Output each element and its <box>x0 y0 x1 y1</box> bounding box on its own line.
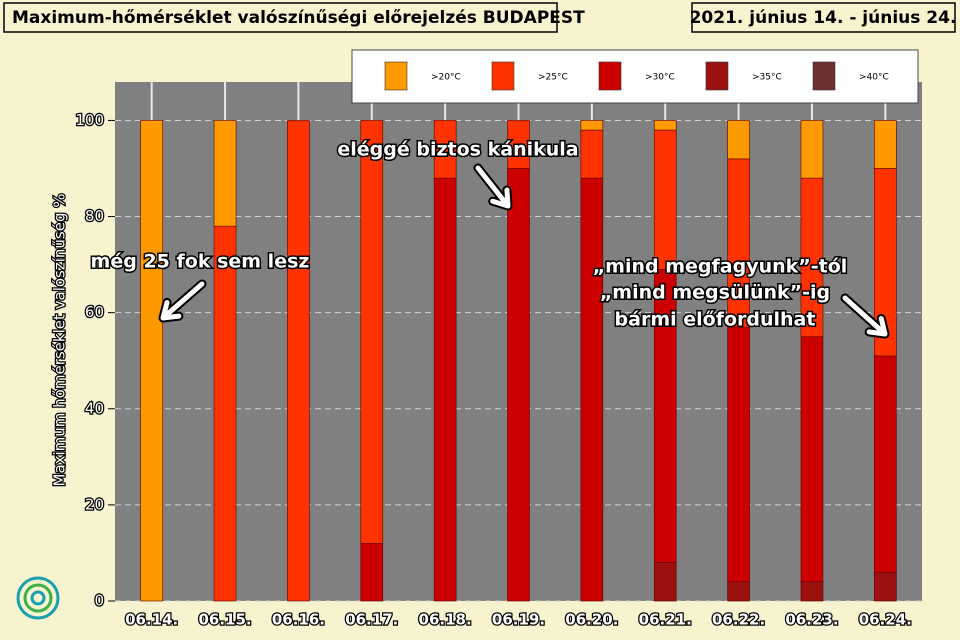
bar-segment <box>507 120 530 169</box>
plot-layer <box>115 82 922 602</box>
x-tick-label: 06.20. <box>565 611 618 629</box>
y-axis-label: Maximum hőmérséklet valószínűség % <box>51 193 69 486</box>
bar-segment <box>727 120 750 160</box>
bar-segment <box>433 120 457 179</box>
bar-segment <box>874 355 897 573</box>
bar-segment <box>874 571 897 602</box>
legend-label: >30°C <box>645 73 675 83</box>
x-tick-label: 06.21. <box>639 611 692 629</box>
legend-label: >25°C <box>538 73 568 83</box>
logo <box>16 576 60 620</box>
x-tick-label: 06.16. <box>272 611 325 629</box>
annotation: még 25 fok sem lesz <box>91 251 310 273</box>
arrow <box>475 165 511 209</box>
y-tick-label: 100 <box>75 111 104 129</box>
bar-segment <box>507 168 530 602</box>
annotation: „mind megfagyunk”-tól <box>593 256 848 278</box>
legend-swatch <box>491 61 515 91</box>
legend-label: >40°C <box>859 73 889 83</box>
y-tick-label: 60 <box>85 303 104 321</box>
arrow <box>160 281 205 321</box>
arrow <box>842 295 888 337</box>
y-tick-label: 0 <box>94 592 104 610</box>
x-tick-label: 06.24. <box>859 611 912 629</box>
bar-segment <box>580 177 604 602</box>
annotation: eléggé biztos kánikula <box>337 139 578 161</box>
annotation: bármi előfordulhat <box>615 309 816 331</box>
bar-segment <box>213 120 237 227</box>
x-tick-label: 06.14. <box>125 611 178 629</box>
y-tick-label: 80 <box>85 207 104 225</box>
bar-segment <box>727 326 750 583</box>
date-box <box>691 2 956 33</box>
bar-segment <box>800 581 824 602</box>
bar-segment <box>800 120 824 179</box>
y-tick-label: 20 <box>85 495 104 513</box>
x-tick-label: 06.22. <box>712 611 765 629</box>
annotation: „mind megsülünk”-ig <box>600 282 830 304</box>
chart-subtitle: 2021. június 14. - június 24. <box>690 8 957 28</box>
legend-swatch <box>598 61 622 91</box>
x-tick-label: 06.17. <box>345 611 398 629</box>
bar-segment <box>287 120 310 602</box>
bar-segment <box>653 129 677 270</box>
legend-label: >35°C <box>752 73 782 83</box>
legend-swatch <box>812 61 836 91</box>
bar-segment <box>580 129 604 179</box>
bar-segment <box>213 225 237 602</box>
bar-segment <box>433 177 457 602</box>
bar-segment <box>140 120 163 602</box>
bar-segment <box>874 120 897 169</box>
legend-swatch <box>705 61 729 91</box>
legend-label: >20°C <box>431 73 461 83</box>
x-tick-label: 06.15. <box>198 611 251 629</box>
bar-segment <box>653 562 677 602</box>
x-tick-label: 06.23. <box>785 611 838 629</box>
legend-swatch <box>384 61 408 91</box>
bar-segment <box>800 336 824 583</box>
chart-title: Maximum-hőmérséklet valószínűségi előrej… <box>12 8 585 28</box>
x-tick-label: 06.18. <box>419 611 472 629</box>
title-box <box>3 2 558 33</box>
y-tick-label: 40 <box>85 399 104 417</box>
bar-segment <box>360 543 384 602</box>
bar-segment <box>653 120 677 131</box>
bar-segment <box>580 120 604 131</box>
x-tick-label: 06.19. <box>492 611 545 629</box>
bar-segment <box>360 120 384 544</box>
bar-segment <box>727 581 750 602</box>
